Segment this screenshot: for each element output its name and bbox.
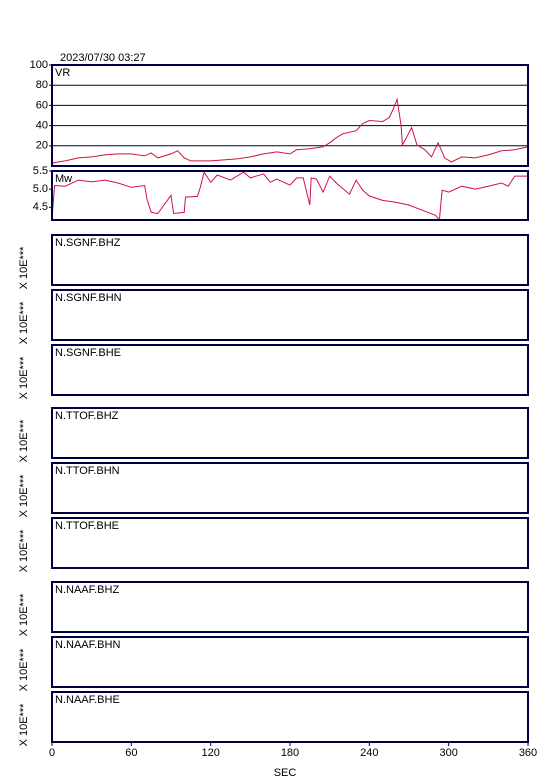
waveform-panel [51,234,529,286]
x-tick-label: 360 [519,747,537,759]
y-tick-label: 5.0 [33,183,48,195]
x-tick-label: 300 [439,747,457,759]
amplitude-label: X 10E*** [18,593,30,637]
station-label: N.NAAF.BHN [55,639,120,651]
amplitude-label: X 10E*** [18,419,30,463]
y-tick-label: 40 [36,120,48,132]
y-tick-label: 20 [36,140,48,152]
station-label: N.NAAF.BHZ [55,584,119,596]
x-tick-label: 0 [49,747,55,759]
x-tick-label: 60 [125,747,137,759]
amplitude-label: X 10E*** [18,474,30,518]
series-line [51,97,529,164]
station-label: N.TTOF.BHE [55,520,119,532]
waveform-panel [51,344,529,396]
x-tick-label: 180 [281,747,299,759]
figure-title: 2023/07/30 03:27 [60,52,146,64]
amplitude-label: X 10E*** [18,356,30,400]
y-tick-label: 60 [36,99,48,111]
amplitude-label: X 10E*** [18,246,30,290]
amplitude-label: X 10E*** [18,703,30,747]
y-tick-label: 100 [30,59,48,71]
station-label: N.NAAF.BHE [55,694,120,706]
amplitude-label: X 10E*** [18,648,30,692]
x-tick-label: 240 [360,747,378,759]
y-tick-label: 4.5 [33,201,48,213]
station-label: N.SGNF.BHN [55,292,122,304]
x-tick-label: 120 [201,747,219,759]
series-line [51,170,528,222]
station-label: N.TTOF.BHZ [55,410,119,422]
panel-frame [51,64,529,167]
waveform-panel [51,407,529,459]
station-label: N.SGNF.BHZ [55,237,121,249]
amplitude-label: X 10E*** [18,529,30,573]
y-tick-label: 5.5 [33,165,48,177]
y-tick-label: 80 [36,79,48,91]
amplitude-label: X 10E*** [18,301,30,345]
waveform-panel [51,517,529,569]
panel-label: VR [55,67,70,79]
waveform-panel [51,691,529,743]
station-label: N.TTOF.BHN [55,465,120,477]
station-label: N.SGNF.BHE [55,347,121,359]
waveform-panel [51,289,529,341]
panel-frame [51,170,529,221]
panel-label: Mw [55,173,72,185]
x-axis-label: SEC [274,767,297,779]
waveform-panel [51,636,529,688]
waveform-panel [51,462,529,514]
waveform-panel [51,581,529,633]
